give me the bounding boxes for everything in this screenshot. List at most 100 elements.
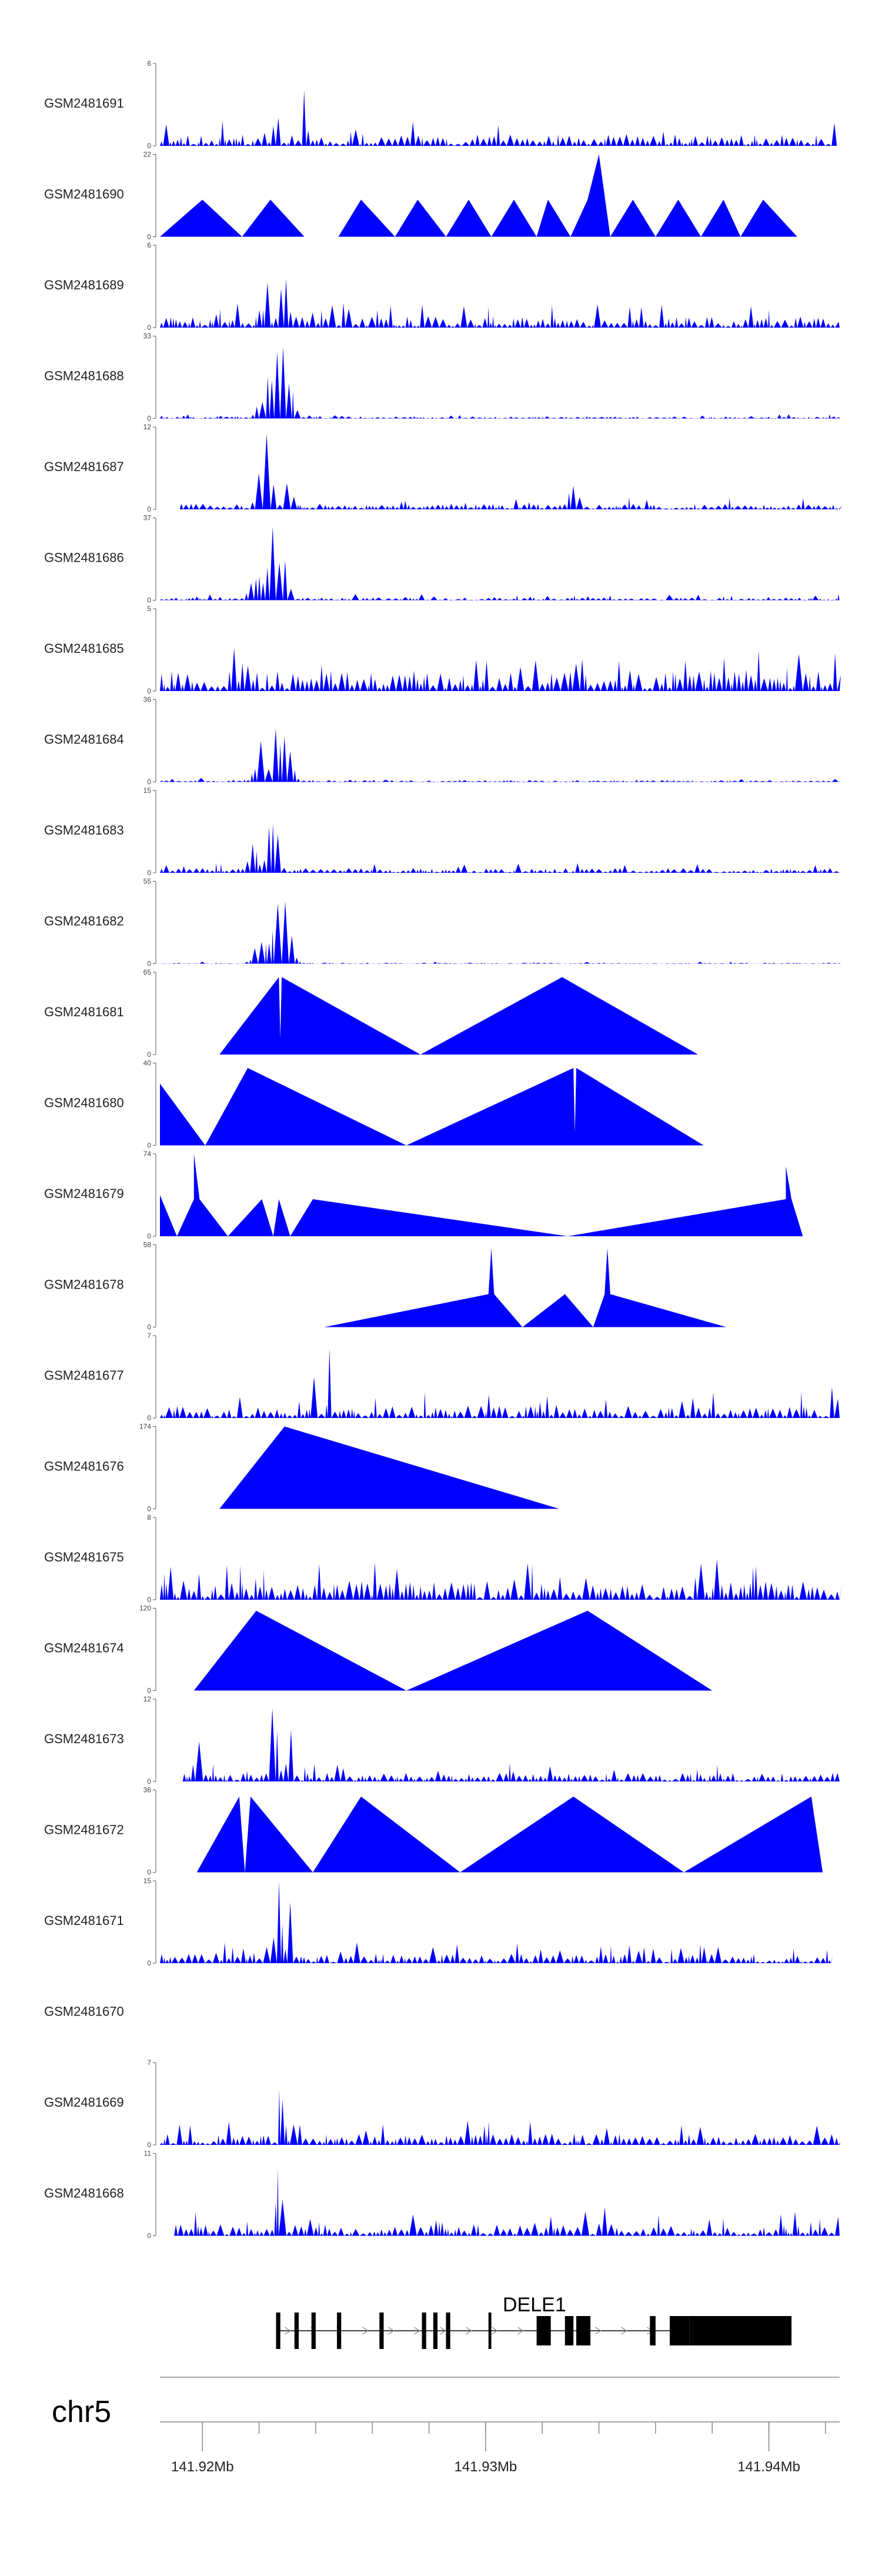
track-GSM2481679: GSM2481679 74 0 [44, 1150, 803, 1240]
gene-exon [276, 2313, 280, 2349]
coverage-area-GSM2481675 [160, 1559, 843, 1600]
track-GSM2481684: GSM2481684 36 0 [44, 696, 841, 786]
y-tick-label-min: 0 [147, 2141, 151, 2149]
gene-exon [446, 2313, 450, 2349]
coverage-area-GSM2481684 [160, 728, 841, 782]
track-label: GSM2481672 [44, 1823, 124, 1837]
y-tick-label-max: 15 [143, 786, 152, 795]
track-GSM2481671: GSM2481671 15 0 [44, 1877, 833, 1967]
y-tick-label-min: 0 [147, 1142, 151, 1150]
y-tick-label-max: 55 [143, 877, 152, 886]
coverage-area-GSM2481679 [160, 1154, 803, 1236]
track-GSM2481678: GSM2481678 58 0 [44, 1241, 727, 1332]
track-GSM2481669: GSM2481669 7 0 [44, 2058, 840, 2149]
y-tick-label-max: 36 [143, 696, 152, 704]
track-label: GSM2481680 [44, 1096, 124, 1110]
coverage-area-GSM2481676 [219, 1426, 560, 1509]
coverage-area-GSM2481690 [160, 154, 797, 237]
strand-arrow [414, 2327, 420, 2335]
y-tick-label-max: 8 [147, 1513, 151, 1521]
y-tick-label-min: 0 [147, 1596, 151, 1604]
strand-arrow [388, 2327, 395, 2335]
coverage-area-GSM2481680 [160, 1067, 704, 1146]
strand-arrow [517, 2327, 524, 2335]
track-GSM2481683: GSM2481683 15 0 [44, 786, 840, 877]
y-tick-label-max: 11 [144, 2150, 152, 2158]
track-GSM2481673: GSM2481673 12 0 [44, 1695, 840, 1786]
track-GSM2481668: GSM2481668 11 0 [44, 2150, 840, 2240]
gene-exon [379, 2313, 384, 2349]
y-tick-label-min: 0 [147, 323, 151, 332]
strand-arrow [492, 2327, 498, 2335]
y-tick-label-max: 120 [139, 1604, 151, 1613]
coverage-area-GSM2481674 [193, 1610, 713, 1691]
strand-arrow [440, 2327, 446, 2335]
y-tick-label-max: 22 [143, 151, 152, 159]
coverage-area-GSM2481669 [160, 2089, 840, 2145]
y-tick-label-max: 40 [143, 1059, 152, 1067]
track-label: GSM2481674 [44, 1641, 124, 1656]
coverage-area-GSM2481689 [160, 278, 840, 328]
y-tick-label-max: 6 [147, 241, 151, 249]
gene-track: DELE1 [276, 2294, 792, 2349]
track-GSM2481680: GSM2481680 40 0 [44, 1059, 704, 1150]
track-label: GSM2481669 [44, 2095, 124, 2110]
y-tick-label-min: 0 [147, 687, 151, 695]
track-GSM2481672: GSM2481672 36 0 [44, 1786, 823, 1877]
genome-axis: chr5 141.92Mb 141.93Mb 141.94Mb [52, 2377, 840, 2475]
gene-exon [337, 2313, 342, 2349]
y-tick-label-max: 33 [143, 332, 152, 341]
track-GSM2481691: GSM2481691 6 0 [44, 59, 837, 150]
track-GSM2481690: GSM2481690 22 0 [44, 151, 797, 241]
track-GSM2481670: GSM2481670 [44, 2004, 124, 2019]
track-GSM2481682: GSM2481682 55 0 [44, 877, 841, 968]
track-label: GSM2481677 [44, 1368, 124, 1383]
track-label: GSM2481670 [44, 2004, 124, 2019]
track-label: GSM2481685 [44, 641, 124, 656]
track-label: GSM2481682 [44, 914, 124, 929]
y-tick-label-max: 74 [143, 1150, 152, 1158]
track-GSM2481677: GSM2481677 7 0 [44, 1332, 840, 1422]
gene-exon [576, 2316, 591, 2345]
y-tick-label-min: 0 [147, 778, 151, 786]
gene-exon [433, 2313, 438, 2349]
gene-exon [422, 2313, 426, 2349]
y-tick-label-min: 0 [147, 1505, 151, 1513]
coverage-area-GSM2481687 [179, 433, 843, 509]
y-tick-label-max: 12 [143, 1695, 152, 1703]
track-label: GSM2481676 [44, 1459, 124, 1474]
strand-arrow [466, 2327, 472, 2335]
track-label: GSM2481689 [44, 278, 124, 292]
coverage-area-GSM2481686 [160, 526, 842, 600]
y-tick-label-max: 7 [147, 1332, 151, 1340]
chromosome-label: chr5 [52, 2395, 111, 2429]
gene-exon [311, 2313, 316, 2349]
y-tick-label-max: 58 [143, 1241, 152, 1249]
gene-exon [488, 2313, 492, 2349]
track-GSM2481688: GSM2481688 33 0 [44, 332, 840, 423]
y-tick-label-max: 37 [143, 514, 152, 522]
coverage-area-GSM2481671 [160, 1881, 833, 1963]
coverage-area-GSM2481668 [174, 2167, 840, 2236]
y-tick-label-max: 15 [143, 1877, 152, 1885]
gene-exon [564, 2316, 574, 2345]
y-tick-label-min: 0 [147, 596, 151, 605]
y-tick-label-min: 0 [147, 415, 151, 423]
coverage-area-GSM2481685 [160, 648, 841, 691]
coverage-area-GSM2481688 [160, 346, 840, 419]
y-tick-label-min: 0 [147, 1050, 151, 1059]
coverage-area-GSM2481681 [219, 977, 699, 1055]
strand-arrow [362, 2327, 369, 2335]
coverage-area-GSM2481683 [160, 823, 840, 873]
track-label: GSM2481681 [44, 1005, 124, 1019]
y-tick-label-min: 0 [147, 1232, 151, 1240]
coverage-area-GSM2481678 [324, 1248, 727, 1327]
y-tick-label-max: 7 [147, 2058, 151, 2067]
gene-name-label: DELE1 [503, 2294, 566, 2316]
x-tick-label: 141.94Mb [737, 2459, 800, 2475]
track-GSM2481686: GSM2481686 37 0 [44, 514, 842, 605]
y-tick-label-max: 6 [147, 59, 151, 68]
track-GSM2481675: GSM2481675 8 0 [44, 1513, 843, 1604]
gene-exon [650, 2316, 656, 2345]
track-label: GSM2481678 [44, 1277, 124, 1292]
